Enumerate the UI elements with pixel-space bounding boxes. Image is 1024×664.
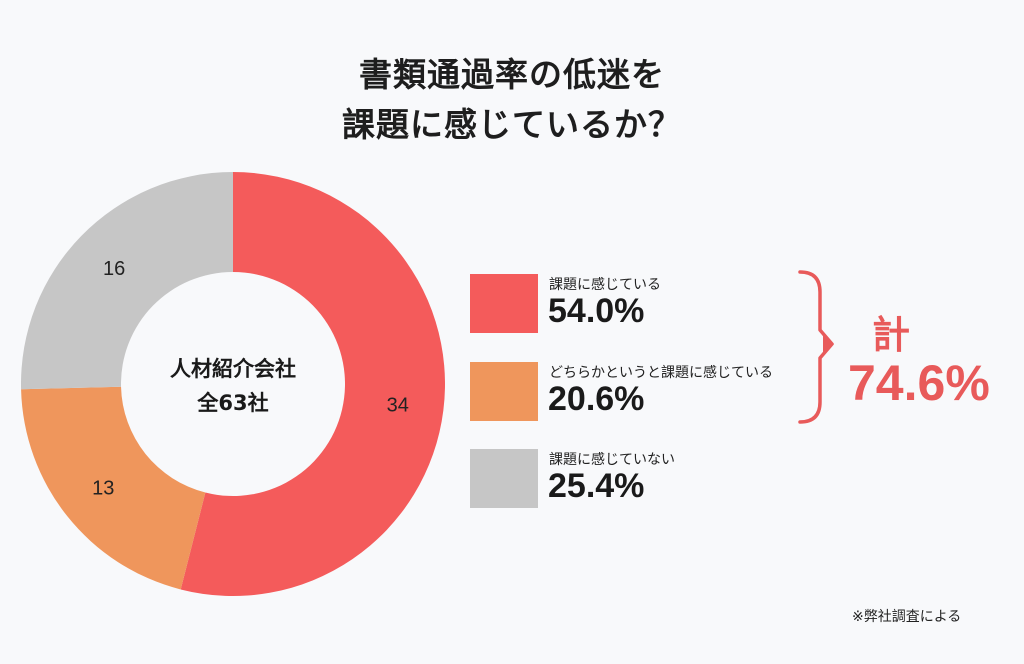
legend-label: どちらかというと課題に感じている xyxy=(549,365,773,381)
donut-slice-feel-issue xyxy=(180,172,445,596)
donut-slice-somewhat-feel-issue xyxy=(21,386,206,590)
center-label-line-1: 人材紹介会社 xyxy=(170,357,296,381)
donut-slice-no-issue xyxy=(20,172,233,390)
legend-percent: 54.0% xyxy=(548,292,645,330)
slice-value-label: 13 xyxy=(92,477,114,499)
total-value: 74.6% xyxy=(848,355,990,411)
legend-label: 課題に感じていない xyxy=(549,452,675,468)
legend-swatch xyxy=(470,362,538,421)
chart-title-line-1: 書類通過率の低迷を xyxy=(359,55,665,94)
slice-value-label: 34 xyxy=(387,395,409,417)
legend-label: 課題に感じている xyxy=(549,277,661,293)
slice-value-label: 16 xyxy=(103,258,125,280)
legend-swatch xyxy=(470,274,538,333)
legend-percent: 20.6% xyxy=(548,380,645,418)
total-brace xyxy=(798,270,834,424)
total-label: 計 xyxy=(872,313,911,357)
legend-percent: 25.4% xyxy=(548,467,645,505)
legend-swatch xyxy=(470,449,538,508)
center-label-line-2: 全63社 xyxy=(196,391,268,415)
chart-title-line-2: 課題に感じているか？ xyxy=(342,105,682,144)
footnote: ※弊社調査による xyxy=(852,609,962,625)
